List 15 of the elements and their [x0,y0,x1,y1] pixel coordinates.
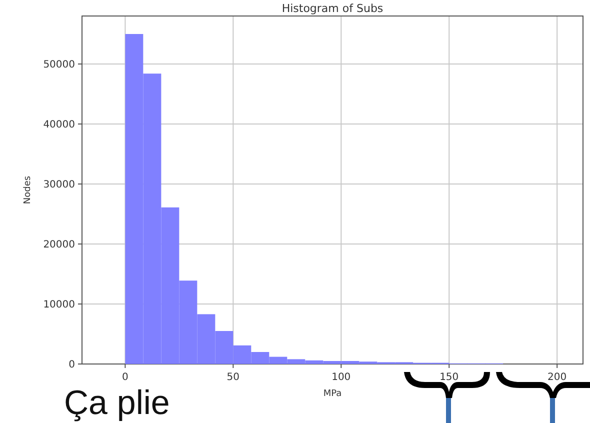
y-tick-label: 20000 [43,240,75,250]
chart-title: Histogram of Subs [282,2,384,15]
x-tick-label: 100 [332,372,351,383]
y-tick-label: 30000 [43,180,75,190]
x-axis-title: MPa [323,389,342,399]
y-tick-label: 10000 [43,300,75,310]
x-tick-label: 50 [226,372,240,383]
y-tick-label: 50000 [43,60,75,70]
text: Ça plie [64,384,170,422]
x-tick-label: 0 [122,372,128,383]
y-tick-label: 40000 [43,120,75,130]
x-tick-label: 200 [548,372,567,383]
y-axis-title: Nodes [23,176,33,204]
y-tick-label: 0 [68,360,75,370]
x-tick-label: 150 [440,372,459,383]
